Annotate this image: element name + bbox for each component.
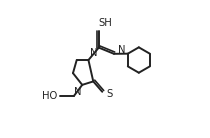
Text: SH: SH <box>98 18 112 28</box>
Text: N: N <box>90 48 98 58</box>
Text: HO: HO <box>42 91 57 101</box>
Text: N: N <box>118 45 126 55</box>
Text: S: S <box>106 89 113 99</box>
Text: N: N <box>74 87 81 97</box>
